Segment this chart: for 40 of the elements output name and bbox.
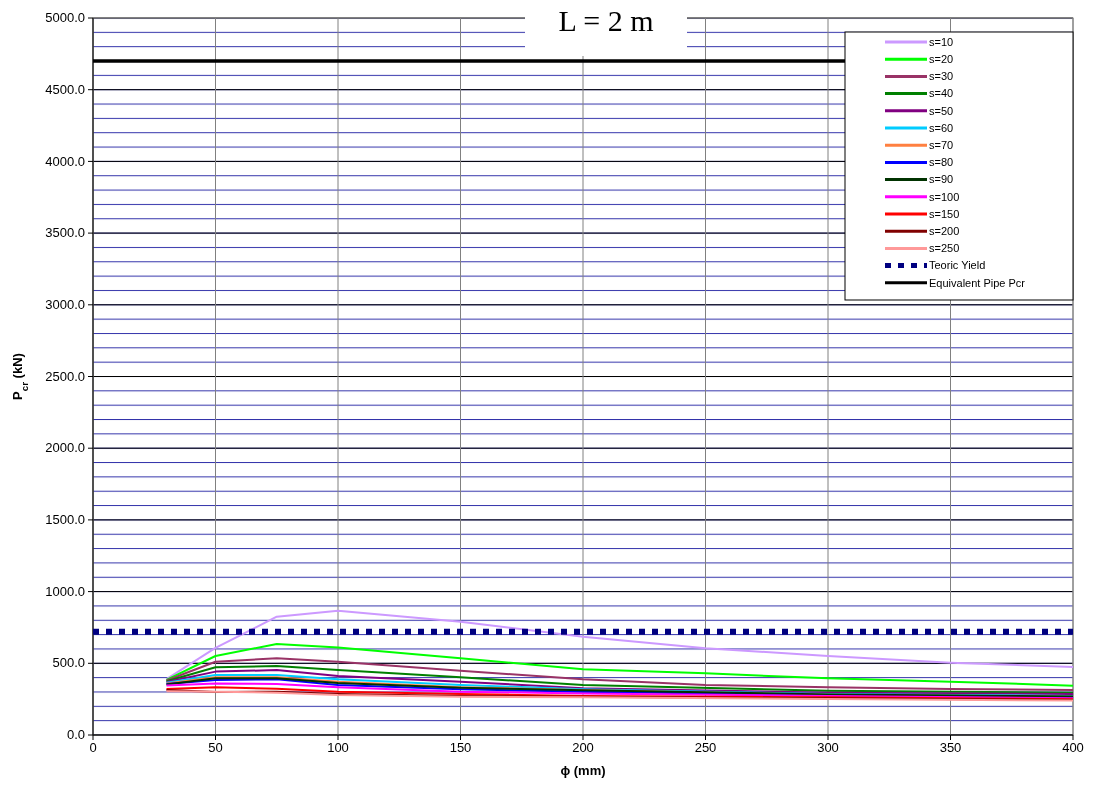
y-tick-label: 2000.0 <box>45 440 85 456</box>
legend-label: s=90 <box>929 173 954 186</box>
legend-label: s=70 <box>929 139 954 152</box>
y-tick-label: 1000.0 <box>45 583 85 599</box>
x-tick-label: 150 <box>449 740 472 756</box>
legend-label: s=30 <box>929 70 954 83</box>
legend-label: s=50 <box>929 104 954 117</box>
x-tick-label: 250 <box>694 740 717 756</box>
y-tick-label: 500.0 <box>52 655 85 671</box>
y-tick-label: 4500.0 <box>45 81 85 97</box>
legend-label: s=80 <box>929 156 954 169</box>
legend-label: s=100 <box>929 190 960 203</box>
legend-label: s=60 <box>929 121 954 134</box>
y-tick-label: 2500.0 <box>45 368 85 384</box>
x-tick-label: 400 <box>1062 740 1084 756</box>
y-tick-label: 3000.0 <box>45 296 85 312</box>
y-tick-label: 1500.0 <box>45 512 85 528</box>
x-tick-label: 200 <box>572 740 594 756</box>
legend-label: s=20 <box>929 53 954 66</box>
y-tick-label: 4000.0 <box>45 153 85 169</box>
y-tick-label: 5000.0 <box>45 10 85 26</box>
legend-label: s=10 <box>929 35 954 48</box>
legend-label: Equivalent Pipe Pcr <box>929 276 1026 289</box>
x-tick-label: 0 <box>89 740 97 756</box>
line-series <box>165 657 1074 691</box>
legend-label: s=250 <box>929 242 960 255</box>
legend-label: s=40 <box>929 87 954 100</box>
x-tick-label: 300 <box>817 740 839 756</box>
x-tick-label: 50 <box>208 740 223 756</box>
line-series <box>165 609 1074 681</box>
legend-label: s=150 <box>929 207 960 220</box>
legend-label: s=200 <box>929 225 960 238</box>
legend-label: Teoric Yield <box>929 259 986 272</box>
x-axis-title: ϕ (mm) <box>560 763 606 778</box>
y-tick-label: 3500.0 <box>45 225 85 241</box>
y-tick-label: 0.0 <box>66 727 85 743</box>
x-tick-label: 350 <box>939 740 962 756</box>
line-series <box>165 642 1074 687</box>
x-tick-label: 100 <box>327 740 349 756</box>
chart-title: L = 2 m <box>558 4 654 37</box>
